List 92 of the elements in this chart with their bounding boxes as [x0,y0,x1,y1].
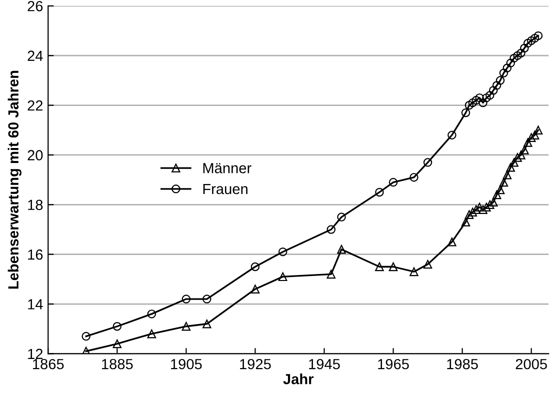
point [112,322,122,331]
x-tick-label: 1865 [33,358,64,370]
point [472,205,480,214]
point [375,262,384,272]
point [147,310,156,318]
point [506,58,515,68]
point [250,262,260,272]
y-tick-label: 18 [28,200,43,210]
x-tick-label: 1965 [378,358,409,370]
point [250,284,260,294]
point [464,210,474,219]
legend-label: Frauen [203,184,248,194]
point [488,198,498,207]
point [448,238,456,246]
y-tick-label: 16 [28,249,43,260]
x-tick-label: 1885 [102,358,133,370]
point [499,178,508,187]
point [482,93,491,102]
point [202,294,212,304]
x-tick-label: 2005 [516,358,547,370]
point [337,212,346,222]
point [464,100,474,110]
point [326,225,336,234]
point [461,108,470,118]
point [516,150,526,160]
point [423,260,432,269]
point [523,38,532,48]
point [278,272,288,282]
point [337,244,346,254]
point [534,126,543,134]
point [202,320,212,328]
point [182,322,191,331]
point [520,146,529,154]
point [488,86,498,95]
y-tick-label: 22 [28,100,43,111]
point [478,205,488,214]
point [482,202,491,212]
point [492,81,502,90]
point [502,170,512,180]
point [112,339,122,348]
point [410,267,418,276]
point [510,54,518,62]
point [448,130,456,140]
x-tick-label: 1985 [447,358,478,370]
point [278,247,288,256]
y-tick-label: 12 [28,348,43,359]
point [475,93,484,102]
point [496,76,505,85]
point [526,133,536,142]
point [147,329,156,338]
point [513,153,522,162]
point [510,158,518,167]
point [423,158,432,167]
point [496,185,505,194]
y-tick-label: 24 [28,50,43,61]
point [410,172,418,182]
y-axis-title: Lebenserwartung mit 60 Jahren [8,70,22,289]
point [502,64,512,72]
x-tick-label: 1905 [171,358,202,370]
point [475,202,484,212]
point [523,138,532,147]
x-tick-label: 1925 [240,358,271,370]
point [530,34,540,43]
point [82,332,90,341]
point [375,188,384,197]
point [506,163,515,172]
x-tick-label: 1945 [309,358,340,370]
x-axis-title: Jahr [283,374,314,384]
point [520,44,529,53]
y-tick-label: 14 [28,299,43,310]
y-tick-label: 26 [28,0,43,12]
legend-label: Männer [203,163,252,174]
point [388,262,398,272]
point [516,48,526,58]
point [468,208,478,216]
point [472,96,480,105]
point [534,31,543,40]
point [499,68,508,78]
point [326,270,336,279]
y-tick-label: 20 [28,150,43,160]
point [468,98,478,108]
point [478,98,488,108]
point [492,190,502,200]
point [182,294,191,304]
point [486,200,494,210]
point [82,346,90,354]
point [461,218,470,226]
point [530,130,540,140]
point [513,51,522,60]
point [486,90,494,100]
point [388,178,398,187]
point [526,36,536,46]
